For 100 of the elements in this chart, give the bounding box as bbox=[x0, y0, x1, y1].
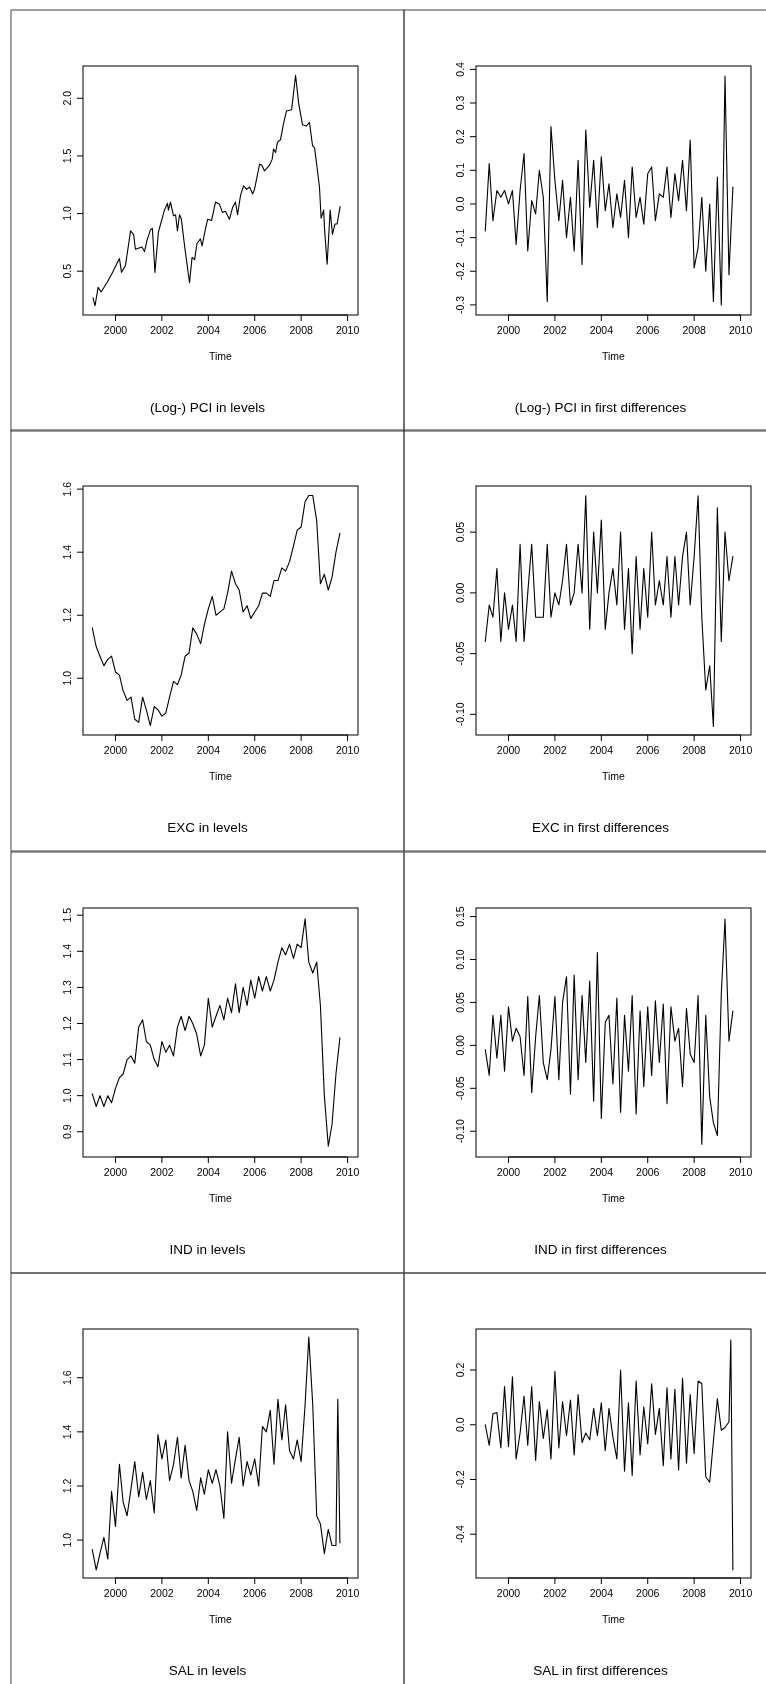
x-tick-label: 2010 bbox=[728, 324, 753, 336]
x-tick-label: 2006 bbox=[636, 1166, 660, 1178]
y-tick-label: 1.2 bbox=[61, 607, 73, 623]
y-tick-label: 1.6 bbox=[61, 1370, 73, 1386]
x-tick-label: 2006 bbox=[243, 1587, 267, 1599]
x-tick-label: 2004 bbox=[196, 1587, 221, 1599]
y-tick-label: 1.4 bbox=[61, 943, 73, 959]
line-series bbox=[484, 495, 734, 728]
x-tick-label: 2006 bbox=[636, 1587, 660, 1599]
x-tick-label: 2010 bbox=[335, 324, 360, 336]
x-tick-label: 2008 bbox=[682, 1166, 706, 1178]
x-tick-label: 2002 bbox=[150, 1166, 174, 1178]
y-tick-label: 0.00 bbox=[454, 1035, 466, 1056]
x-tick-label: 2010 bbox=[728, 1166, 753, 1178]
x-tick-label: 2006 bbox=[636, 324, 660, 336]
x-tick-label: 2006 bbox=[243, 324, 267, 336]
x-tick-label: 2000 bbox=[103, 744, 128, 756]
y-tick-label: 0.05 bbox=[454, 521, 466, 543]
x-tick-label: 2000 bbox=[496, 324, 521, 336]
y-tick-label: 1.0 bbox=[61, 1532, 73, 1548]
text: (Log-) PCI in levels bbox=[150, 400, 266, 415]
text: EXC in first differences bbox=[531, 820, 670, 835]
y-tick-label: -0.4 bbox=[454, 1525, 466, 1544]
x-tick-label: 2008 bbox=[289, 324, 313, 336]
y-tick-label: 0.9 bbox=[61, 1124, 73, 1140]
x-axis-title: Time bbox=[602, 1613, 626, 1625]
x-tick-label: 2000 bbox=[103, 324, 128, 336]
x-tick-label: 2008 bbox=[289, 744, 313, 756]
line-series bbox=[92, 74, 341, 307]
x-tick-label: 2008 bbox=[682, 1587, 706, 1599]
y-tick-label: -0.05 bbox=[454, 641, 466, 666]
x-tick-label: 2000 bbox=[496, 1166, 521, 1178]
x-tick-label: 2002 bbox=[543, 1166, 567, 1178]
y-tick-label: 0.3 bbox=[454, 95, 466, 111]
x-tick-label: 2006 bbox=[243, 1166, 267, 1178]
x-tick-label: 2010 bbox=[335, 1587, 360, 1599]
y-tick-label: 1.2 bbox=[61, 1478, 73, 1494]
x-tick-label: 2004 bbox=[589, 744, 614, 756]
x-tick-label: 2000 bbox=[103, 1587, 128, 1599]
y-tick-label: -0.10 bbox=[454, 1119, 466, 1144]
x-tick-label: 2002 bbox=[543, 744, 567, 756]
x-tick-label: 2002 bbox=[150, 1587, 174, 1599]
y-tick-label: 1.0 bbox=[61, 1088, 73, 1103]
x-tick-label: 2008 bbox=[289, 1166, 313, 1178]
x-axis-title: Time bbox=[602, 770, 626, 782]
x-tick-label: 2002 bbox=[543, 1587, 567, 1599]
x-tick-label: 2000 bbox=[496, 1587, 521, 1599]
line-series bbox=[484, 1339, 734, 1571]
x-tick-label: 2004 bbox=[196, 324, 221, 336]
y-tick-label: 1.3 bbox=[61, 979, 73, 995]
x-tick-label: 2008 bbox=[289, 1587, 313, 1599]
y-tick-label: -0.05 bbox=[454, 1076, 466, 1101]
text: (Log-) PCI in first differences bbox=[514, 400, 687, 415]
y-tick-label: 1.2 bbox=[61, 1016, 73, 1031]
y-tick-label: 1.6 bbox=[61, 481, 73, 497]
x-tick-label: 2002 bbox=[150, 744, 174, 756]
y-tick-label: 0.05 bbox=[454, 992, 466, 1013]
x-tick-label: 2008 bbox=[682, 324, 706, 336]
y-tick-label: -0.1 bbox=[454, 228, 466, 247]
y-tick-label: 1.4 bbox=[61, 544, 73, 560]
line-series bbox=[484, 918, 734, 1145]
x-tick-label: 2010 bbox=[335, 1166, 360, 1178]
y-tick-label: -0.2 bbox=[454, 1470, 466, 1489]
x-axis-title: Time bbox=[602, 1192, 626, 1204]
line-series bbox=[91, 1336, 341, 1571]
line-series bbox=[91, 494, 341, 727]
y-tick-label: 1.1 bbox=[61, 1052, 73, 1067]
x-tick-label: 2002 bbox=[150, 324, 174, 336]
y-tick-label: 0.1 bbox=[454, 162, 466, 178]
x-tick-label: 2002 bbox=[543, 324, 567, 336]
y-tick-label: 1.5 bbox=[61, 148, 73, 164]
text: IND in first differences bbox=[534, 1242, 668, 1257]
y-tick-label: 2.0 bbox=[61, 90, 73, 106]
y-tick-label: 1.4 bbox=[61, 1424, 73, 1440]
x-tick-label: 2008 bbox=[682, 744, 706, 756]
x-tick-label: 2004 bbox=[589, 324, 614, 336]
y-tick-label: -0.3 bbox=[454, 295, 466, 314]
x-tick-label: 2006 bbox=[636, 744, 660, 756]
y-tick-label: 1.0 bbox=[61, 670, 73, 686]
x-axis-title: Time bbox=[209, 770, 233, 782]
x-tick-label: 2006 bbox=[243, 744, 267, 756]
x-axis-title: Time bbox=[209, 1192, 233, 1204]
text: SAL in levels bbox=[168, 1663, 247, 1678]
y-tick-label: 0.4 bbox=[454, 61, 466, 77]
y-tick-label: -0.10 bbox=[454, 702, 466, 727]
x-tick-label: 2004 bbox=[196, 1166, 221, 1178]
text: SAL in first differences bbox=[533, 1663, 668, 1678]
x-axis-title: Time bbox=[209, 1613, 233, 1625]
x-tick-label: 2000 bbox=[496, 744, 521, 756]
line-series bbox=[91, 918, 341, 1147]
y-tick-label: 1.0 bbox=[61, 206, 73, 221]
x-tick-label: 2004 bbox=[589, 1587, 614, 1599]
line-series bbox=[484, 75, 734, 306]
y-tick-label: 0.15 bbox=[454, 906, 466, 927]
y-tick-label: 1.5 bbox=[61, 907, 73, 923]
text: EXC in levels bbox=[167, 820, 248, 835]
y-tick-label: 0.2 bbox=[454, 129, 466, 144]
text: IND in levels bbox=[169, 1242, 246, 1257]
y-tick-label: -0.2 bbox=[454, 262, 466, 281]
x-axis-title: Time bbox=[209, 350, 233, 362]
